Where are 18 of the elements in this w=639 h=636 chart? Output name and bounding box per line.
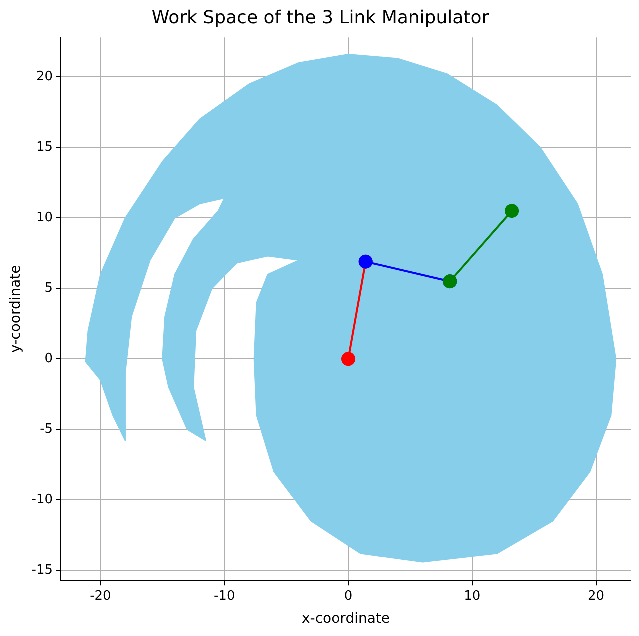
x-tick-label: 20 [588, 588, 605, 604]
point [505, 204, 520, 218]
y-tick-label: -10 [32, 492, 54, 508]
y-tick-label: -15 [32, 563, 54, 578]
point [341, 352, 356, 366]
x-tick-label: -20 [90, 588, 112, 604]
y-tick-label: 0 [44, 352, 54, 367]
y-tick-label: 5 [44, 281, 54, 296]
x-axis-title: x-coordinate [302, 611, 390, 628]
x-tick-label: 10 [464, 588, 481, 604]
y-tick-label: -5 [40, 422, 54, 438]
y-tick-label: 20 [36, 69, 54, 84]
x-tick-label: 0 [344, 588, 353, 604]
y-axis-title: y-coordinate [8, 265, 24, 353]
x-tick-label: -10 [214, 588, 236, 604]
chart-title: Work Space of the 3 Link Manipulator [152, 7, 490, 28]
y-tick-label: 15 [36, 140, 54, 155]
y-tick-label: 10 [36, 210, 54, 226]
